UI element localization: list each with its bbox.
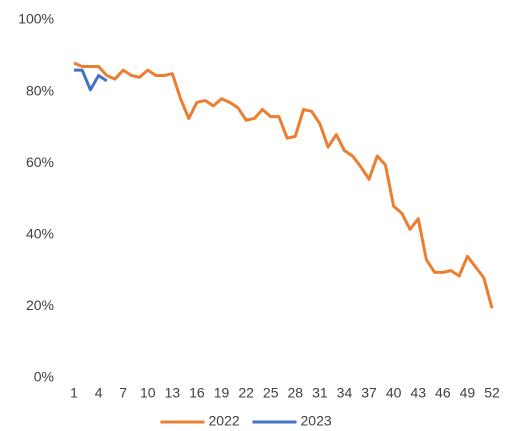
x-tick-label: 31 <box>312 385 328 401</box>
x-tick-label: 4 <box>95 385 103 401</box>
x-tick-label: 19 <box>214 385 230 401</box>
x-tick-label: 40 <box>386 385 402 401</box>
x-tick-label: 7 <box>119 385 127 401</box>
x-tick-label: 16 <box>189 385 205 401</box>
x-tick-label: 13 <box>165 385 181 401</box>
y-tick-label: 100% <box>18 11 54 27</box>
x-tick-label: 49 <box>460 385 476 401</box>
y-tick-label: 60% <box>26 154 54 170</box>
x-tick-label: 34 <box>337 385 353 401</box>
x-tick-label: 43 <box>410 385 426 401</box>
legend-label: 2023 <box>301 413 332 429</box>
y-tick-label: 40% <box>26 226 54 242</box>
x-tick-label: 10 <box>140 385 156 401</box>
x-tick-label: 46 <box>435 385 451 401</box>
x-tick-label: 52 <box>484 385 500 401</box>
x-tick-label: 22 <box>238 385 254 401</box>
y-tick-label: 20% <box>26 297 54 313</box>
y-tick-label: 80% <box>26 82 54 98</box>
legend-label: 2022 <box>209 413 240 429</box>
line-series <box>73 61 494 309</box>
x-tick-label: 1 <box>70 385 78 401</box>
x-tick-label: 37 <box>361 385 377 401</box>
x-tick-label: 28 <box>288 385 304 401</box>
y-tick-label: 0% <box>34 369 54 385</box>
line-series <box>74 68 108 92</box>
x-tick-label: 25 <box>263 385 279 401</box>
